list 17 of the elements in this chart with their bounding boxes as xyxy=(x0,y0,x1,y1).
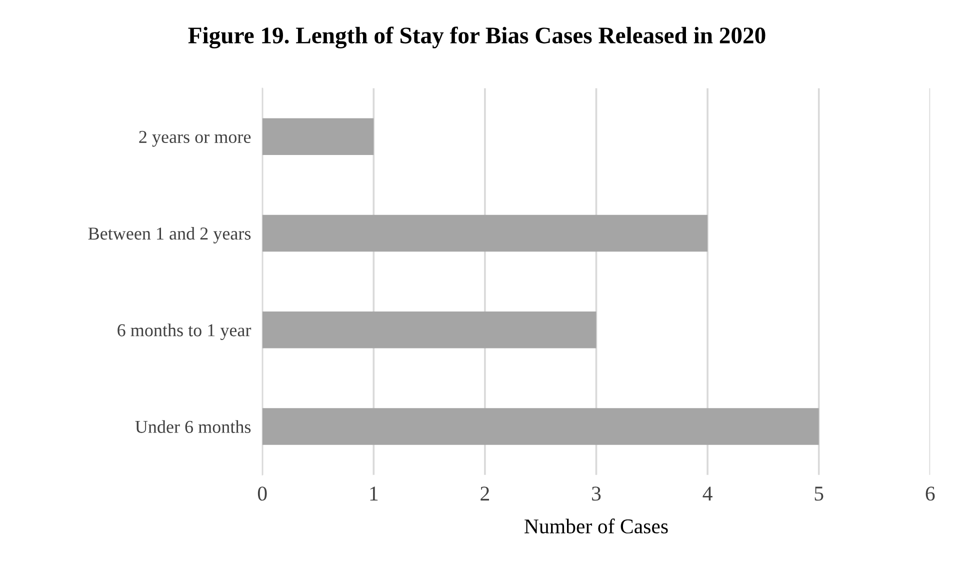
bar xyxy=(262,118,374,155)
bar xyxy=(262,408,819,445)
y-tick-label: Under 6 months xyxy=(135,420,251,433)
x-tick-label: 2 xyxy=(480,486,490,500)
x-tick-label: 4 xyxy=(702,486,712,500)
bar xyxy=(262,312,596,348)
x-tick-label: 0 xyxy=(258,486,267,501)
x-axis-title: Number of Cases xyxy=(524,518,668,534)
y-tick-label: 6 months to 1 year xyxy=(118,324,252,340)
x-tick-label: 3 xyxy=(592,486,601,501)
x-tick-label: 1 xyxy=(370,486,378,500)
y-tick-label: Between 1 and 2 years xyxy=(88,226,251,244)
x-tick-label: 5 xyxy=(814,486,824,501)
chart-title: Figure 19. Length of Stay for Bias Cases Released in 2020 xyxy=(188,26,766,48)
y-tick-label: 2 years or more xyxy=(139,130,251,147)
bar xyxy=(262,214,708,252)
x-tick-label: 6 xyxy=(926,486,935,501)
